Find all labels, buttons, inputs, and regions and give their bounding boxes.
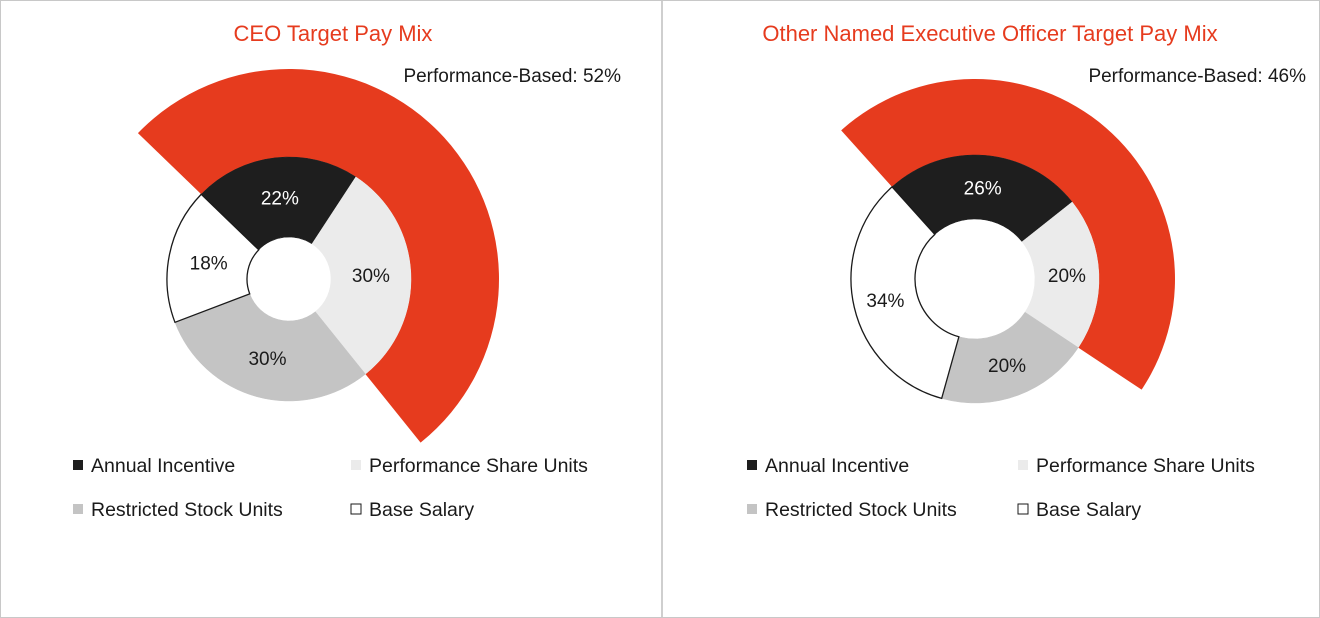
ceo-chart-panel: CEO Target Pay Mix Performance-Based: 52… [1, 1, 661, 617]
slice-label-restricted-stock-units: 20% [988, 356, 1026, 377]
legend-item-restricted-stock-units: Restricted Stock Units [73, 499, 283, 521]
legend-label: Annual Incentive [765, 455, 909, 477]
legend-item-base-salary: Base Salary [350, 499, 474, 521]
slice-restricted-stock-units [941, 311, 1079, 404]
legend-swatch [747, 460, 757, 470]
legend-label: Performance Share Units [1036, 455, 1255, 477]
legend-item-annual-incentive: Annual Incentive [747, 455, 909, 477]
slice-base-salary [850, 185, 960, 400]
slice-label-annual-incentive: 22% [261, 189, 299, 210]
legend-item-performance-share-units: Performance Share Units [351, 455, 588, 477]
slice-annual-incentive [891, 154, 1073, 243]
chart-title: Other Named Executive Officer Target Pay… [762, 21, 1217, 46]
panel-divider [661, 1, 663, 617]
legend-label: Performance Share Units [369, 455, 588, 477]
donut-marks: 26% 20% 20% 34% [841, 78, 1175, 404]
legend-item-annual-incentive: Annual Incentive [73, 455, 235, 477]
legend-swatch [1018, 460, 1028, 470]
slice-label-restricted-stock-units: 30% [248, 349, 286, 370]
neo-pay-mix-chart: Other Named Executive Officer Target Pay… [747, 21, 1306, 521]
slice-label-base-salary: 18% [190, 254, 228, 275]
legend-item-base-salary: Base Salary [1017, 499, 1141, 521]
legend-swatch [1017, 503, 1029, 515]
slice-label-performance-share-units: 20% [1048, 266, 1086, 287]
legend-swatch [73, 504, 83, 514]
chart-title: CEO Target Pay Mix [234, 21, 433, 46]
slice-label-annual-incentive: 26% [964, 178, 1002, 199]
legend-label: Restricted Stock Units [765, 499, 957, 521]
slice-performance-share-units [311, 176, 412, 375]
performance-based-label: Performance-Based: 52% [403, 66, 621, 87]
performance-based-label: Performance-Based: 46% [1088, 66, 1306, 87]
ceo-pay-mix-chart: CEO Target Pay Mix Performance-Based: 52… [73, 21, 621, 521]
slice-label-performance-share-units: 30% [352, 266, 390, 287]
slice-base-salary [166, 193, 260, 324]
legend: Annual Incentive Performance Share Units R… [73, 455, 588, 521]
legend-swatch [747, 504, 757, 514]
slice-restricted-stock-units [174, 293, 366, 402]
legend-swatch [351, 460, 361, 470]
slice-annual-incentive [200, 156, 357, 251]
slice-label-base-salary: 34% [866, 291, 904, 312]
legend-label: Base Salary [1036, 499, 1141, 521]
legend-item-restricted-stock-units: Restricted Stock Units [747, 499, 957, 521]
legend-swatch [350, 503, 362, 515]
legend: Annual Incentive Performance Share Units R… [747, 455, 1255, 521]
performance-based-arc [841, 78, 1175, 390]
legend-label: Restricted Stock Units [91, 499, 283, 521]
legend-item-performance-share-units: Performance Share Units [1018, 455, 1255, 477]
legend-label: Base Salary [369, 499, 474, 521]
performance-based-arc [137, 69, 499, 443]
slice-performance-share-units [1021, 201, 1100, 348]
neo-chart-panel: Other Named Executive Officer Target Pay… [663, 1, 1319, 617]
legend-label: Annual Incentive [91, 455, 235, 477]
legend-swatch [73, 460, 83, 470]
donut-marks: 22% 30% 30% 18% [137, 69, 499, 443]
